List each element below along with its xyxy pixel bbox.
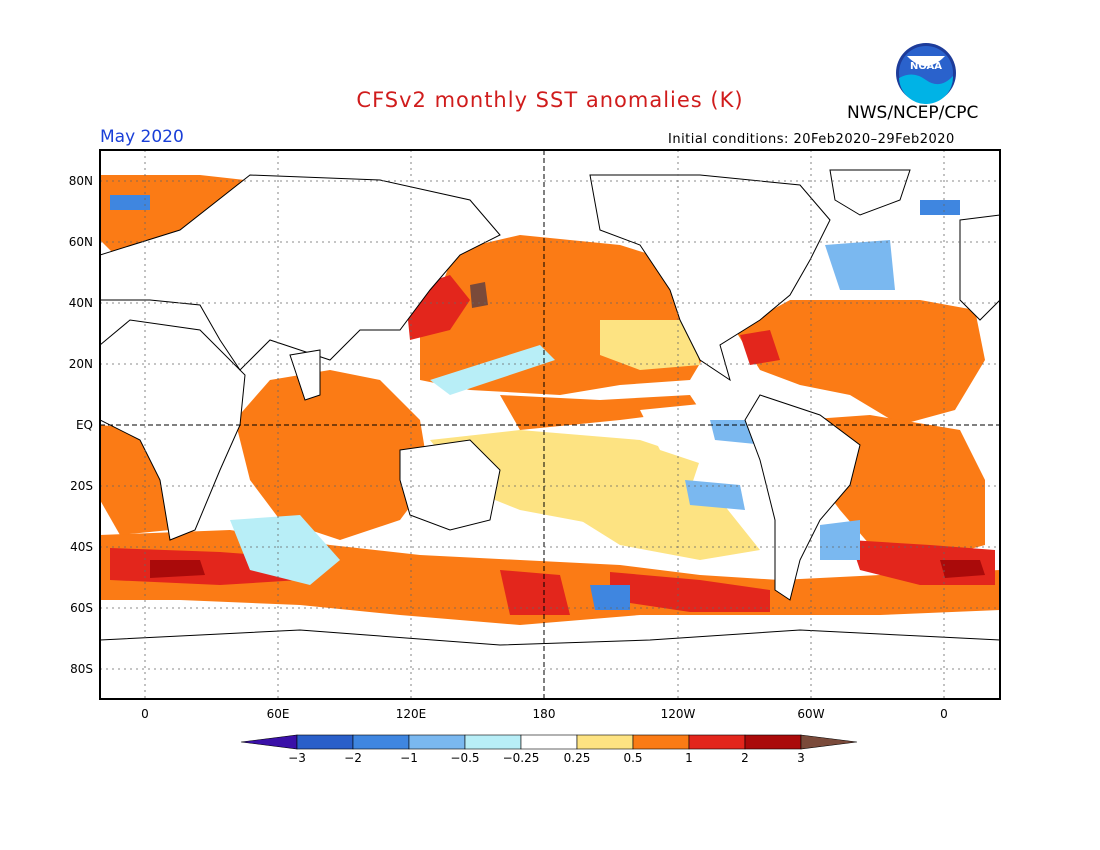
gridlines — [100, 150, 1000, 699]
colorbar-arrow-high — [800, 734, 858, 750]
colorbar-label: 2 — [741, 751, 749, 765]
strong-anomaly-southern-ocean-pacific — [610, 572, 770, 612]
colorbar-label: 0.25 — [564, 751, 591, 765]
land-south-america — [744, 394, 861, 601]
colorbar-label: 1 — [685, 751, 693, 765]
colorbar-segment — [632, 734, 690, 750]
lon-tick: 60E — [267, 707, 290, 721]
colorbar-label: −0.25 — [503, 751, 540, 765]
lon-axis: 0 60E 120E 180 120W 60W 0 — [141, 707, 948, 721]
lat-tick: 80N — [69, 174, 93, 188]
anomaly-region-north-atlantic — [735, 300, 985, 425]
colorbar-segment — [296, 734, 354, 750]
extreme-anomaly-south-atlantic — [940, 560, 985, 578]
map-title: CFSv2 monthly SST anomalies (K) — [356, 88, 744, 112]
weak-anomaly-mid-pacific — [600, 320, 700, 370]
colorbar: −3 −2 −1 −0.5 −0.25 0.25 0.5 1 2 3 — [240, 734, 858, 765]
initial-conditions: Initial conditions: 20Feb2020–29Feb2020 — [668, 132, 955, 147]
logo-text: NOAA — [910, 61, 942, 72]
strong-anomaly-west-atlantic — [740, 330, 780, 365]
cool-anomaly-south-indian — [230, 515, 340, 585]
noaa-logo-icon: NOAA — [896, 43, 956, 104]
colorbar-segment — [520, 734, 578, 750]
cool-anomaly-north-pacific-band — [430, 345, 555, 395]
lon-tick: 180 — [533, 707, 556, 721]
colorbar-label: −2 — [344, 751, 362, 765]
colorbar-segment — [744, 734, 802, 750]
lat-tick: 60N — [69, 235, 93, 249]
agency-label: NWS/NCEP/CPC — [847, 103, 979, 123]
land-antarctica — [100, 629, 1000, 699]
lat-tick: 20S — [70, 479, 93, 493]
lat-tick: 60S — [70, 601, 93, 615]
lat-tick: 20N — [69, 357, 93, 371]
colorbar-label: −3 — [288, 751, 306, 765]
colorbar-label: 3 — [797, 751, 805, 765]
extreme-anomaly-southern-ocean — [150, 560, 205, 578]
lat-axis: 80N 60N 40N 20N EQ 20S 40S 60S 80S — [69, 174, 93, 676]
plot-frame — [99, 149, 1001, 700]
lat-tick: 80S — [70, 662, 93, 676]
lat-tick: 40N — [69, 296, 93, 310]
cool-anomaly-southern-ocean — [590, 585, 630, 610]
anomaly-region-indian-ocean — [235, 370, 430, 540]
colorbar-label: −0.5 — [450, 751, 479, 765]
colorbar-arrow-low — [240, 734, 298, 750]
land-europe-west — [959, 214, 1000, 321]
colorbar-label: 0.5 — [623, 751, 642, 765]
lon-tick: 60W — [797, 707, 824, 721]
land-masses — [100, 169, 1000, 699]
land-africa — [100, 319, 246, 541]
forecast-period: May 2020 — [100, 127, 184, 147]
land-eurasia — [100, 174, 501, 371]
lon-tick: 120E — [396, 707, 427, 721]
strong-anomaly-new-zealand — [500, 570, 570, 615]
weak-anomaly-south-pacific — [560, 470, 760, 560]
colorbar-label: −1 — [400, 751, 418, 765]
cool-anomaly-labrador-sea — [825, 240, 895, 290]
cool-anomaly-arctic-atlantic — [110, 195, 150, 210]
colorbar-segment — [576, 734, 634, 750]
lon-tick: 0 — [141, 707, 149, 721]
anomaly-region-east-pacific — [500, 395, 700, 430]
lat-tick: 40S — [70, 540, 93, 554]
extreme-anomaly-northwest-pacific — [470, 282, 488, 308]
colorbar-segment — [408, 734, 466, 750]
colorbar-segment — [352, 734, 410, 750]
lon-tick: 120W — [661, 707, 696, 721]
cool-anomaly-arctic-atlantic-east — [920, 200, 960, 215]
lon-tick: 0 — [940, 707, 948, 721]
cool-anomaly-south-pacific — [685, 480, 745, 510]
cool-anomaly-south-atlantic — [820, 520, 860, 560]
land-north-america — [589, 174, 831, 382]
land-india — [289, 349, 321, 401]
colorbar-segment — [688, 734, 746, 750]
colorbar-segment — [464, 734, 522, 750]
lat-tick: EQ — [76, 418, 93, 432]
